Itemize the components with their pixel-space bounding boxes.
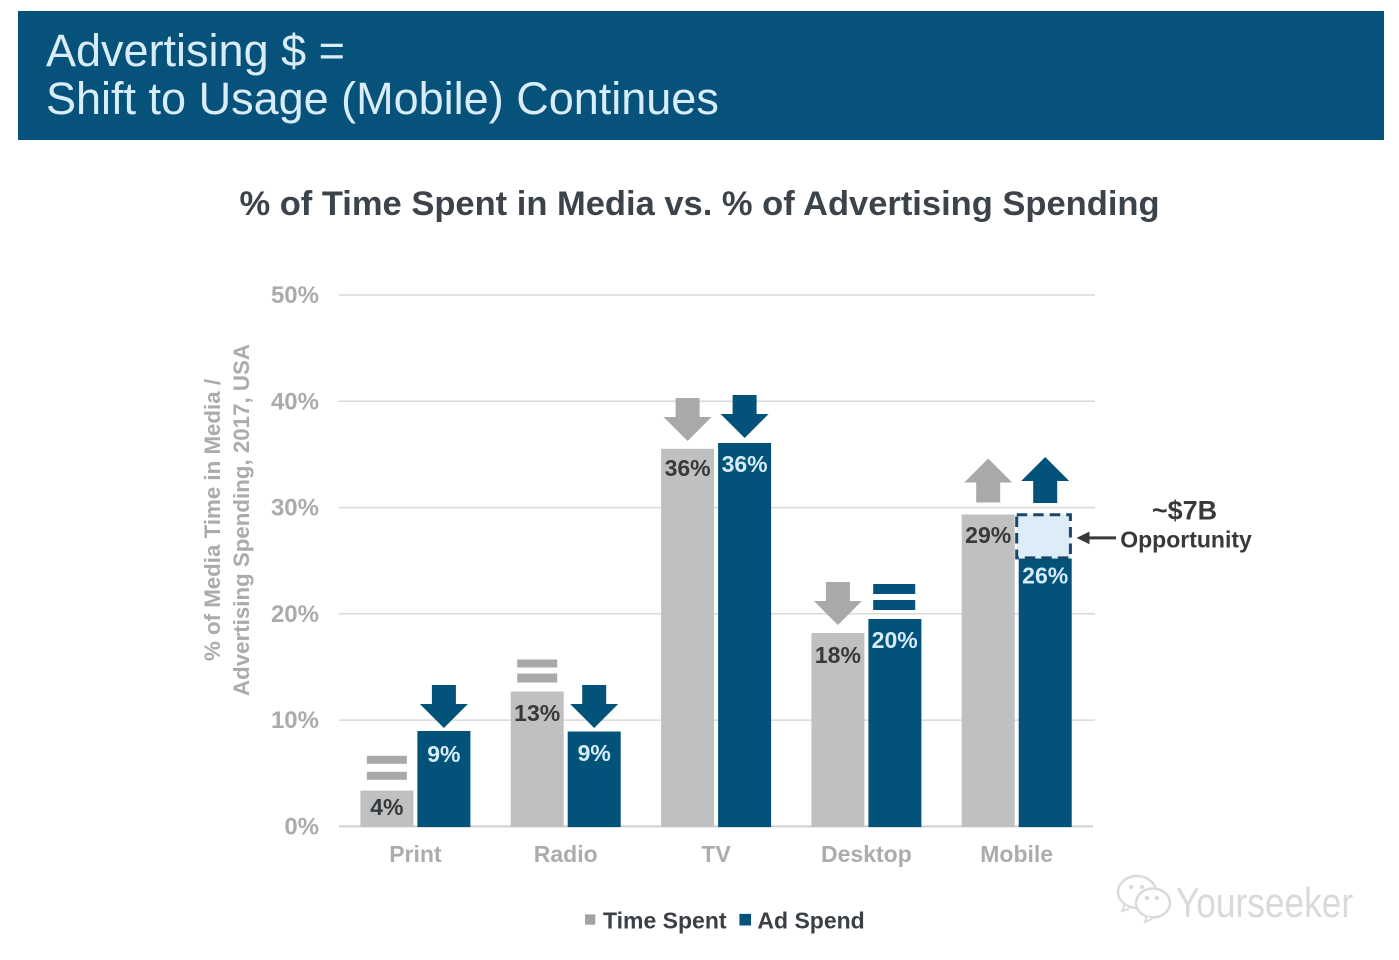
svg-text:50%: 50% — [271, 282, 319, 309]
svg-text:0%: 0% — [284, 813, 319, 840]
svg-text:9%: 9% — [578, 740, 611, 766]
svg-text:Desktop: Desktop — [821, 841, 912, 867]
svg-text:36%: 36% — [665, 455, 711, 481]
svg-text:Advertising Spending, 2017, US: Advertising Spending, 2017, USA — [229, 344, 254, 696]
svg-text:40%: 40% — [271, 388, 319, 415]
svg-text:30%: 30% — [271, 495, 319, 522]
svg-text:13%: 13% — [514, 700, 560, 726]
svg-text:Radio: Radio — [534, 841, 598, 867]
svg-text:20%: 20% — [872, 627, 918, 653]
svg-text:20%: 20% — [271, 601, 319, 628]
svg-text:Time Spent: Time Spent — [603, 908, 727, 934]
svg-text:Print: Print — [389, 841, 442, 867]
svg-text:Opportunity: Opportunity — [1120, 527, 1252, 553]
svg-text:TV: TV — [701, 841, 731, 867]
svg-text:Mobile: Mobile — [980, 841, 1053, 867]
svg-text:36%: 36% — [722, 451, 768, 477]
svg-text:% of Media Time in Media /: % of Media Time in Media / — [200, 379, 225, 661]
svg-text:9%: 9% — [427, 741, 460, 767]
svg-text:Yourseeker: Yourseeker — [1176, 880, 1353, 927]
svg-text:18%: 18% — [815, 642, 861, 668]
svg-text:29%: 29% — [965, 522, 1011, 548]
svg-text:4%: 4% — [370, 794, 403, 820]
svg-text:~$7B: ~$7B — [1152, 496, 1217, 526]
svg-text:10%: 10% — [271, 707, 319, 734]
svg-text:26%: 26% — [1022, 563, 1068, 589]
svg-text:Ad Spend: Ad Spend — [757, 908, 864, 934]
